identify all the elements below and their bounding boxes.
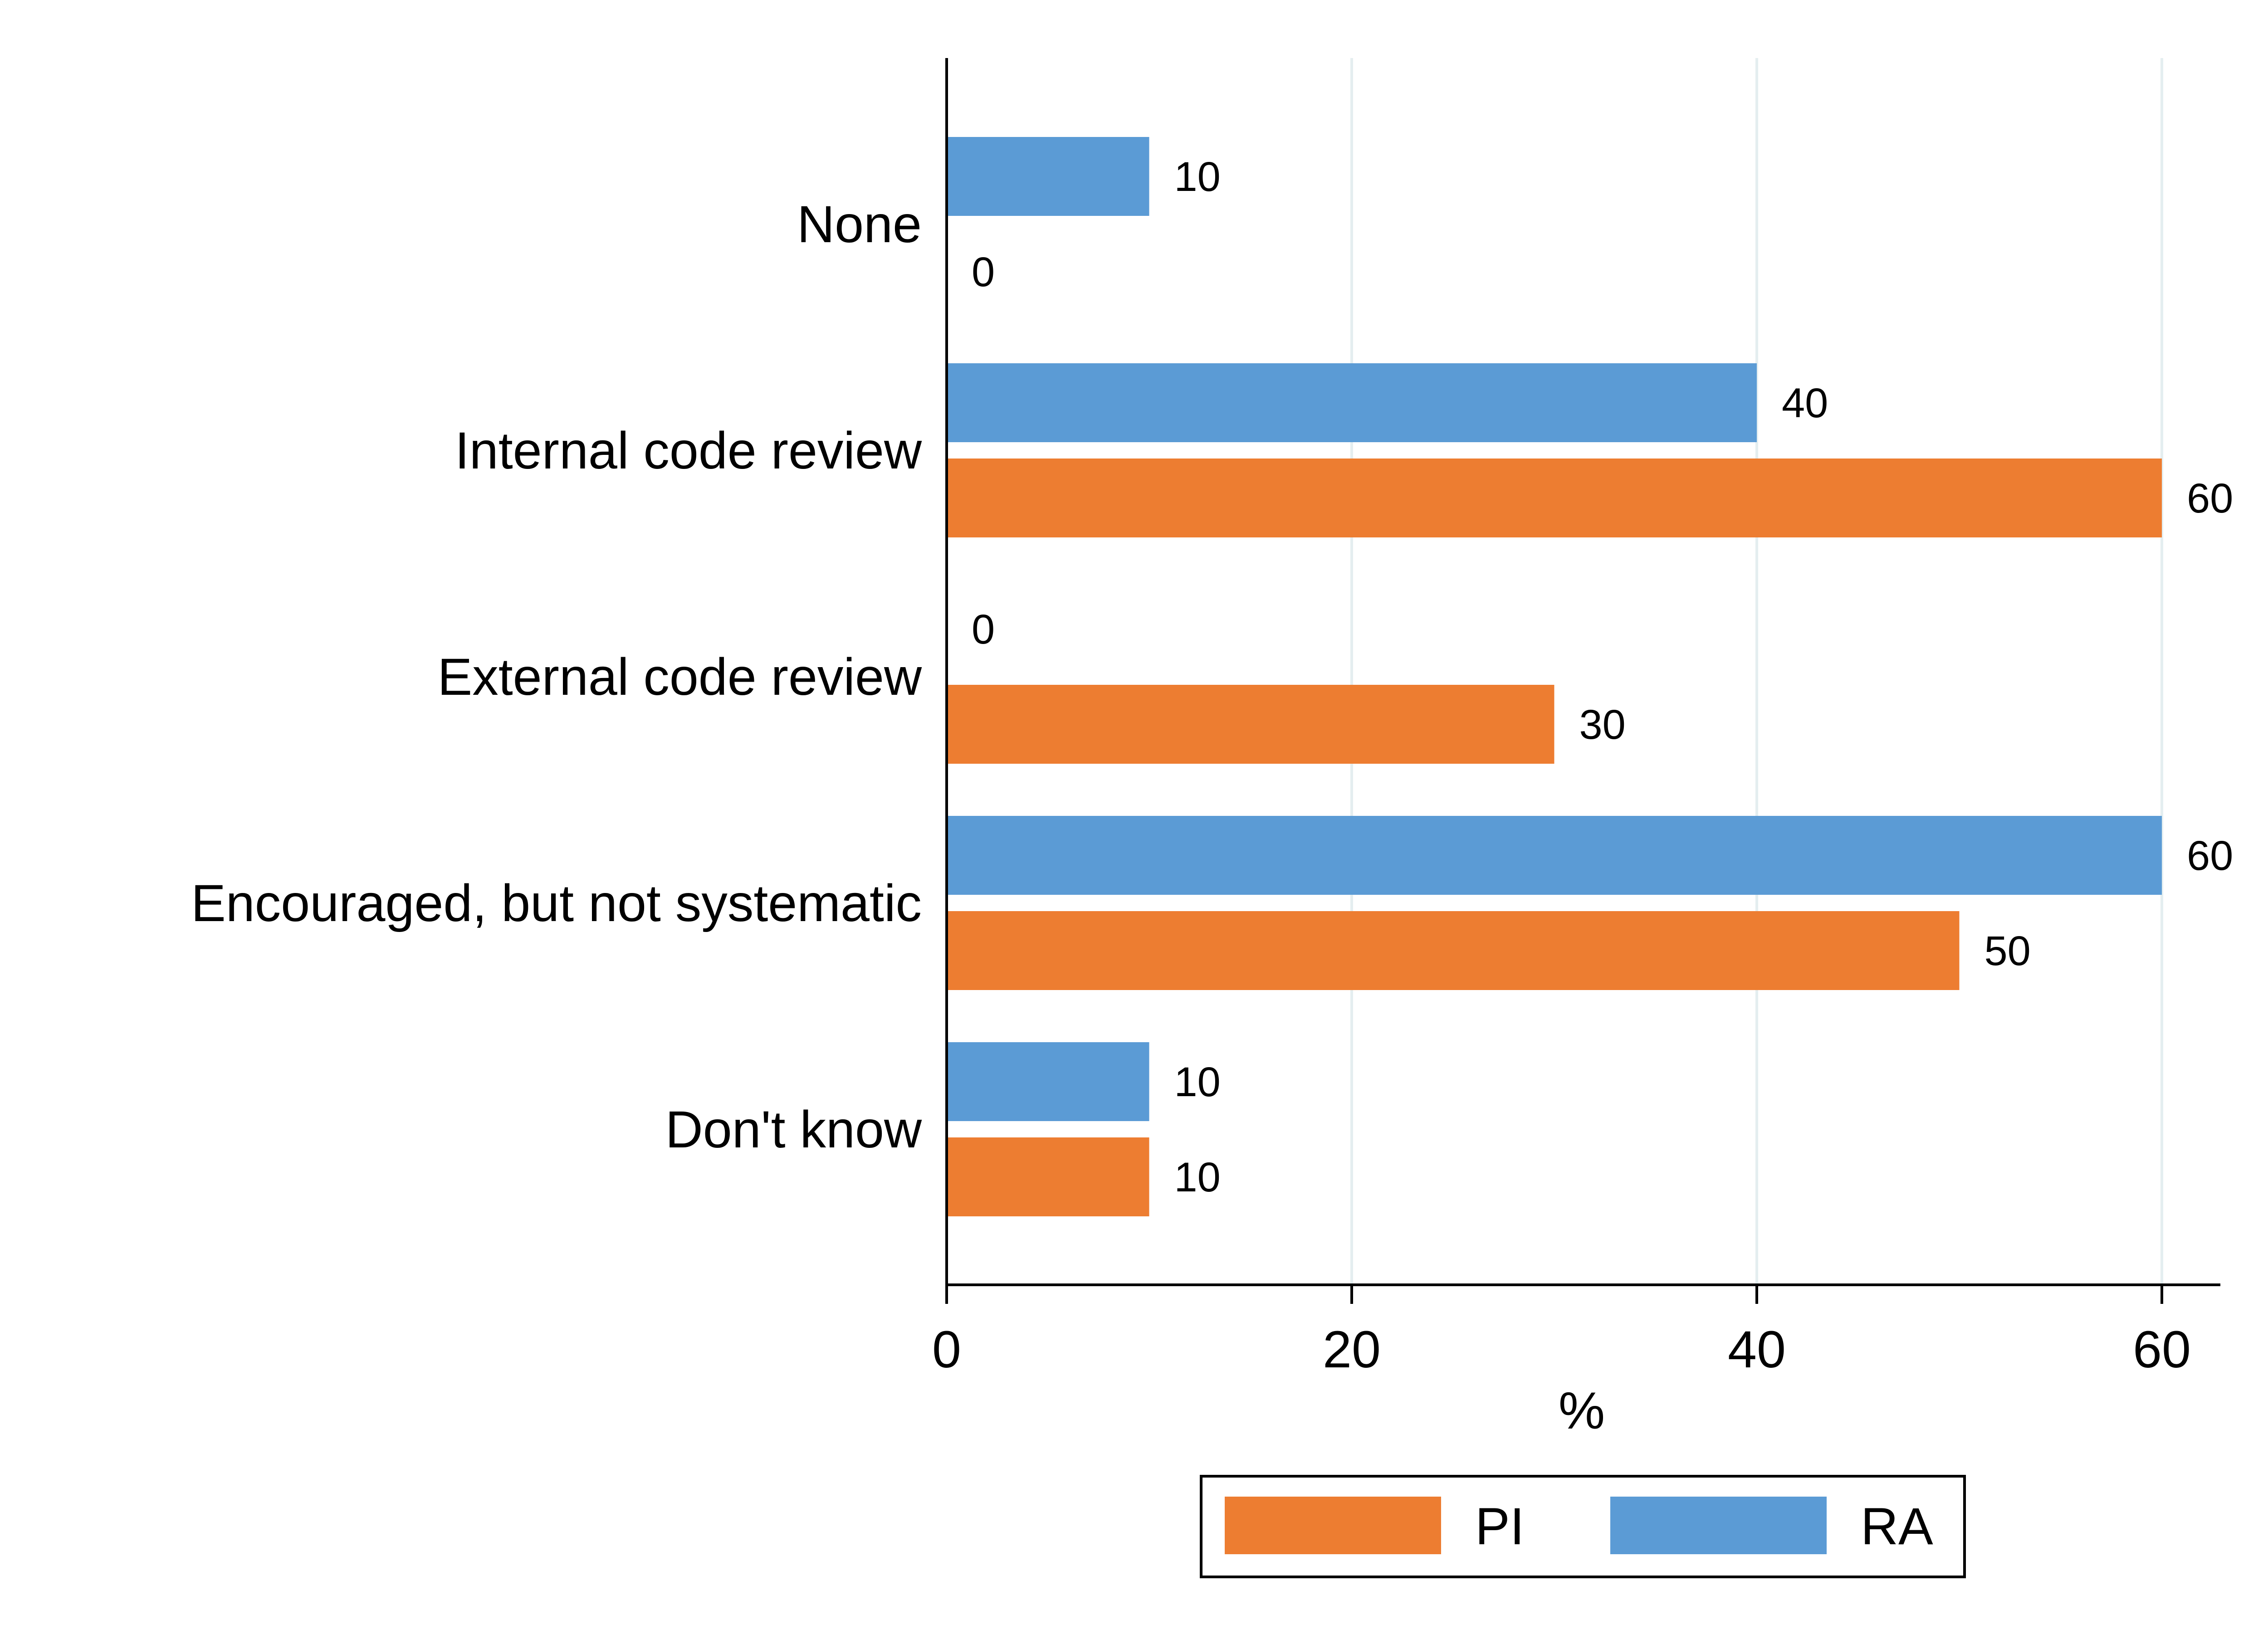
value-label-ra-4: 10 — [1174, 1059, 1221, 1105]
value-label-pi-3: 50 — [1984, 928, 2031, 974]
axes — [945, 58, 2220, 1286]
value-label-pi-1: 60 — [2187, 475, 2233, 522]
bar-ra-4 — [947, 1042, 1149, 1121]
bar-pi-3 — [947, 911, 1960, 990]
x-tick-label-60: 60 — [2133, 1321, 2191, 1379]
x-tick-label-40: 40 — [1728, 1321, 1786, 1379]
value-label-ra-0: 10 — [1174, 154, 1221, 200]
x-tick-label-0: 0 — [932, 1321, 961, 1379]
bars — [947, 137, 2162, 1216]
category-label-1: Internal code review — [455, 422, 922, 480]
category-label-0: None — [797, 195, 922, 254]
category-labels: None Internal code review External code re… — [191, 195, 922, 1159]
category-label-4: Don't know — [665, 1101, 922, 1159]
bar-ra-1 — [947, 363, 1757, 442]
bar-pi-2 — [947, 685, 1554, 764]
value-label-pi-4: 10 — [1174, 1154, 1221, 1200]
legend-swatch-ra — [1610, 1497, 1827, 1554]
value-label-ra-1: 40 — [1782, 380, 1828, 426]
bar-ra-3 — [947, 816, 2162, 895]
category-label-2: External code review — [438, 648, 922, 706]
value-label-ra-3: 60 — [2187, 833, 2233, 879]
legend-swatch-pi — [1225, 1497, 1441, 1554]
value-labels: 10 0 40 60 0 30 60 50 10 10 — [972, 154, 2233, 1200]
x-tick-label-20: 20 — [1323, 1321, 1381, 1379]
grid-lines — [1350, 58, 2163, 1285]
value-label-pi-2: 30 — [1579, 702, 1626, 748]
x-axis-title: % — [1559, 1382, 1605, 1440]
legend: PI RA — [1200, 1475, 1966, 1578]
legend-label-pi: PI — [1475, 1498, 1525, 1556]
x-ticks: 0 20 40 60 — [932, 1285, 2191, 1379]
bar-pi-4 — [947, 1137, 1149, 1216]
legend-label-ra: RA — [1861, 1498, 1933, 1556]
value-label-pi-0: 0 — [972, 249, 995, 295]
value-label-ra-2: 0 — [972, 606, 995, 653]
bar-ra-0 — [947, 137, 1149, 216]
category-label-3: Encouraged, but not systematic — [191, 874, 922, 932]
bar-pi-1 — [947, 459, 2162, 537]
